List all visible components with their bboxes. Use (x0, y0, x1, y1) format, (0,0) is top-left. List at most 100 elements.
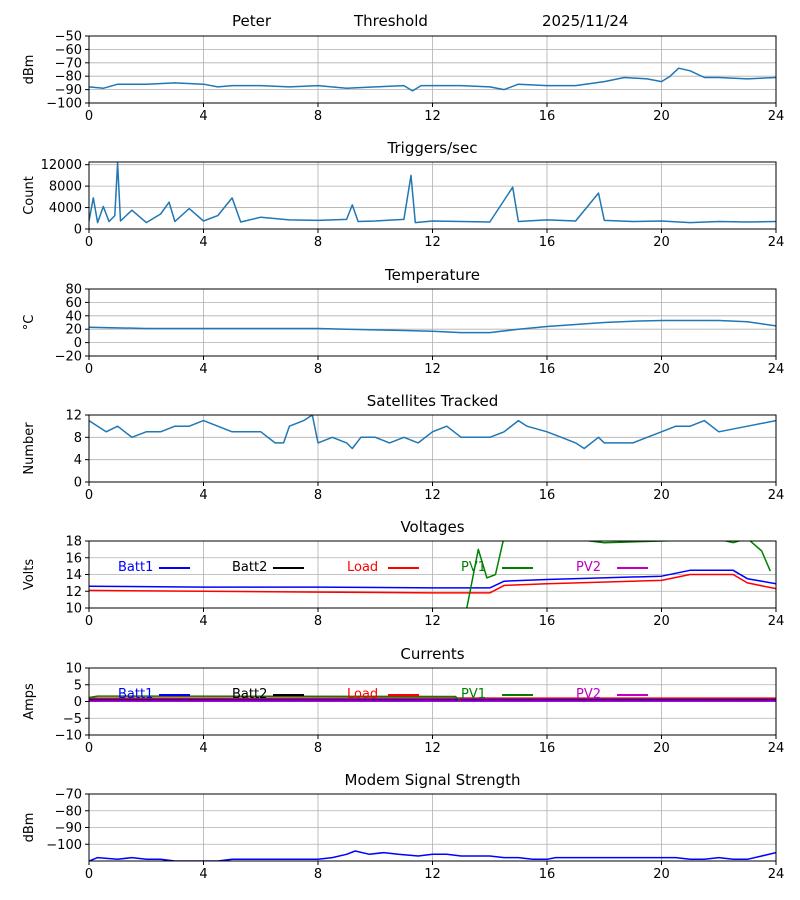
x-tick-label: 0 (85, 488, 93, 503)
x-tick-label: 16 (539, 362, 556, 377)
x-tick-label: 0 (85, 109, 93, 124)
y-tick-label: 10 (65, 662, 82, 677)
chart-panel-7: 0 4 8 12 16 20 24 −100 −90 −80−70 Modem Signal Str… (22, 771, 784, 882)
y-tick-label: −5 (63, 712, 82, 727)
x-tick-label: 12 (424, 614, 441, 629)
y-tick-label: 40 (65, 309, 82, 324)
y-tick-label: 4000 (49, 201, 82, 216)
legend-label-pv1: PV1 (461, 687, 486, 702)
x-tick-label: 0 (85, 235, 93, 250)
y-axis-label: dBm (22, 813, 37, 843)
x-tick-label: 24 (768, 741, 785, 756)
y-tick-label: 0 (74, 695, 82, 710)
x-tick-label: 24 (768, 235, 785, 250)
x-tick-label: 0 (85, 741, 93, 756)
chart-title: Currents (400, 645, 464, 663)
x-tick-label: 12 (424, 867, 441, 882)
x-tick-label: 0 (85, 867, 93, 882)
x-tick-label: 16 (539, 741, 556, 756)
x-tick-label: 24 (768, 614, 785, 629)
chart-title: Temperature (384, 266, 480, 284)
y-tick-label: 4 (74, 453, 82, 468)
x-tick-label: 20 (653, 488, 670, 503)
y-tick-label: 5 (74, 678, 82, 693)
y-tick-label: 12 (65, 585, 82, 600)
x-tick-label: 12 (424, 488, 441, 503)
x-tick-label: 24 (768, 362, 785, 377)
y-axis-label: dBm (22, 55, 37, 85)
x-tick-label: 24 (768, 109, 785, 124)
x-tick-label: 20 (653, 235, 670, 250)
y-tick-label: −100 (46, 97, 82, 112)
y-tick-label: 0 (74, 336, 82, 351)
chart-title: Triggers/sec (387, 139, 478, 157)
x-tick-label: 0 (85, 362, 93, 377)
y-tick-label: −70 (55, 56, 82, 71)
y-tick-label: −80 (55, 804, 82, 819)
legend-label-pv2: PV2 (576, 560, 601, 575)
x-tick-label: 24 (768, 488, 785, 503)
x-tick-label: 8 (314, 614, 322, 629)
y-tick-label: 14 (65, 568, 82, 583)
y-tick-label: −80 (55, 70, 82, 85)
y-axis-label: Count (22, 176, 37, 215)
y-tick-label: −20 (55, 350, 82, 365)
y-tick-label: 0 (74, 223, 82, 238)
y-axis-label: °C (22, 315, 37, 331)
x-tick-label: 8 (314, 741, 322, 756)
legend-label-load: Load (347, 560, 378, 575)
x-tick-label: 8 (314, 235, 322, 250)
x-tick-label: 4 (199, 614, 207, 629)
x-tick-label: 16 (539, 109, 556, 124)
x-tick-label: 12 (424, 362, 441, 377)
x-tick-label: 4 (199, 867, 207, 882)
series-line-sats (89, 415, 776, 450)
x-tick-label: 20 (653, 109, 670, 124)
chart-title: Modem Signal Strength (345, 771, 521, 789)
x-tick-label: 4 (199, 488, 207, 503)
x-tick-label: 12 (424, 109, 441, 124)
series-line-modem (89, 850, 776, 861)
chart-title: Satellites Tracked (367, 392, 498, 410)
y-tick-label: 80 (65, 283, 82, 298)
header-name: Peter (232, 12, 272, 30)
y-tick-label: 0 (74, 476, 82, 491)
legend-label-pv1: PV1 (461, 560, 486, 575)
x-tick-label: 16 (539, 867, 556, 882)
x-tick-label: 20 (653, 867, 670, 882)
legend-label-pv2: PV2 (576, 687, 601, 702)
y-axis-label: Volts (22, 559, 37, 591)
y-axis-label: Amps (22, 683, 37, 720)
x-tick-label: 20 (653, 614, 670, 629)
y-tick-label: 10 (65, 602, 82, 617)
x-tick-label: 12 (424, 235, 441, 250)
series-line-pv1 (466, 541, 771, 608)
series-line-batt1 (89, 569, 776, 589)
x-tick-label: 20 (653, 362, 670, 377)
header-date: 2025/11/24 (542, 12, 629, 30)
legend-label-load: Load (347, 687, 378, 702)
header-title: Threshold (354, 12, 428, 30)
legend-label-batt1: Batt1 (118, 687, 153, 702)
legend-label-batt2: Batt2 (232, 560, 267, 575)
series-line-triggers (89, 162, 776, 224)
y-tick-label: 20 (65, 323, 82, 338)
y-tick-label: 60 (65, 296, 82, 311)
y-tick-label: 8 (74, 431, 82, 446)
legend-label-batt2: Batt2 (232, 687, 267, 702)
x-tick-label: 4 (199, 741, 207, 756)
x-tick-label: 4 (199, 362, 207, 377)
y-tick-label: 12 (65, 409, 82, 424)
y-tick-label: −90 (55, 83, 82, 98)
y-tick-label: 12000 (41, 158, 82, 173)
y-tick-label: 8000 (49, 180, 82, 195)
x-tick-label: 16 (539, 614, 556, 629)
y-tick-label: −10 (55, 729, 82, 744)
x-tick-label: 8 (314, 362, 322, 377)
series-line-temp (89, 319, 776, 334)
x-tick-label: 8 (314, 867, 322, 882)
x-tick-label: 20 (653, 741, 670, 756)
